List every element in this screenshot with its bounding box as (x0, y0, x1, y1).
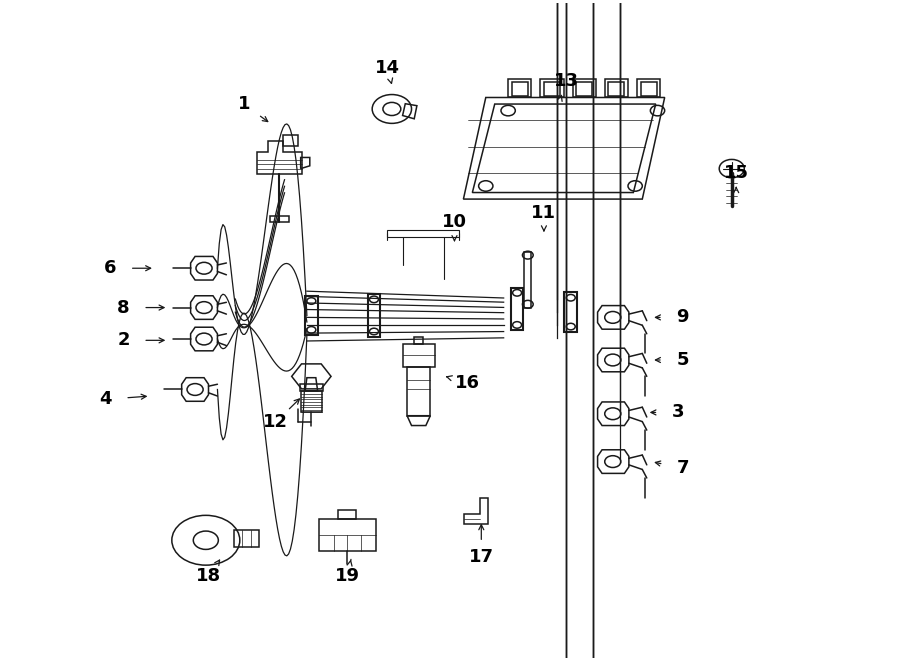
Text: 19: 19 (335, 567, 360, 585)
Text: 18: 18 (196, 567, 221, 585)
Text: 10: 10 (442, 214, 467, 231)
Text: 1: 1 (238, 95, 250, 114)
Text: 6: 6 (104, 259, 116, 277)
Text: 17: 17 (469, 547, 494, 566)
Text: 2: 2 (117, 331, 130, 349)
Text: 16: 16 (455, 374, 481, 392)
Text: 15: 15 (724, 164, 749, 182)
Text: 11: 11 (531, 204, 556, 221)
Text: 9: 9 (676, 309, 688, 327)
Text: 3: 3 (671, 403, 684, 422)
Text: 5: 5 (676, 351, 688, 369)
Text: 12: 12 (263, 413, 288, 431)
Text: 8: 8 (117, 299, 130, 317)
Text: 14: 14 (375, 59, 400, 77)
Text: 4: 4 (99, 391, 112, 408)
Text: 13: 13 (554, 73, 579, 91)
Text: 7: 7 (676, 459, 688, 477)
